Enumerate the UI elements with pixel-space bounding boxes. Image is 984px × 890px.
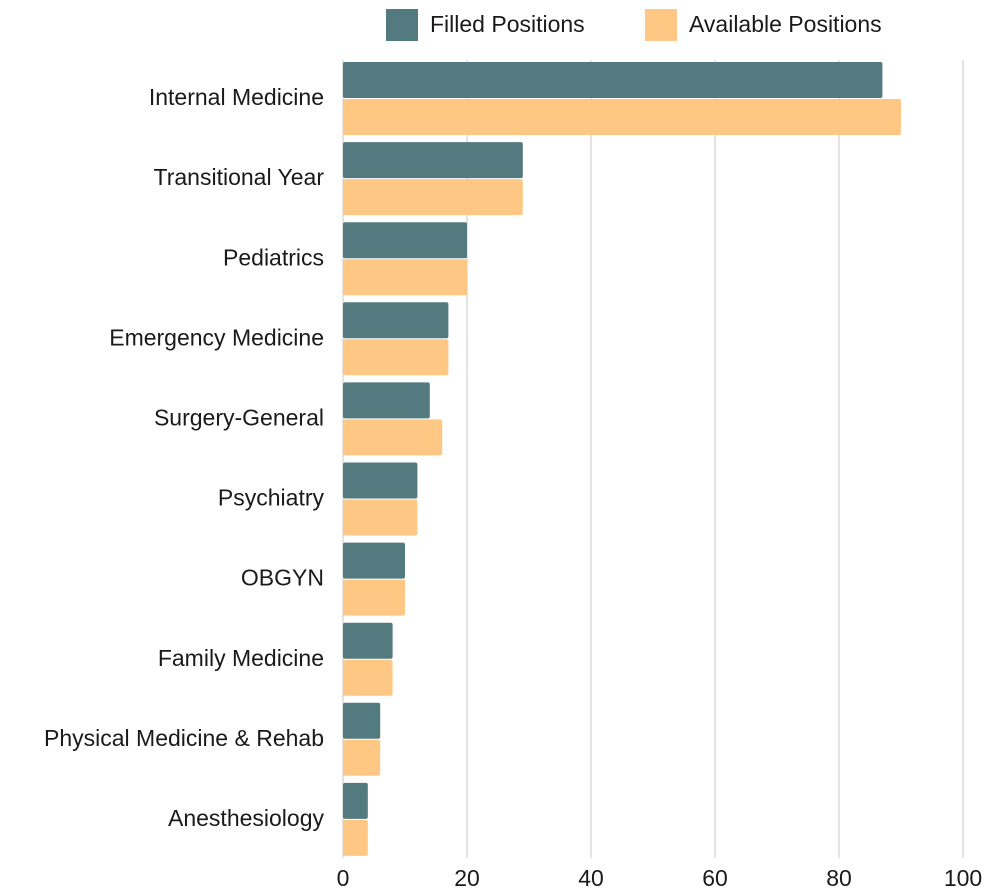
legend-swatch xyxy=(645,9,677,41)
y-tick-label: OBGYN xyxy=(241,565,324,591)
y-tick-label: Internal Medicine xyxy=(149,84,324,110)
bar xyxy=(343,542,405,579)
y-tick-label: Psychiatry xyxy=(218,485,325,511)
bar xyxy=(343,339,449,376)
bar xyxy=(343,302,449,339)
bar xyxy=(343,179,523,216)
bar xyxy=(343,579,405,616)
bar xyxy=(343,782,368,819)
legend-label: Available Positions xyxy=(689,11,882,37)
y-tick-label: Anesthesiology xyxy=(168,805,324,831)
y-tick-label: Pediatrics xyxy=(223,244,324,270)
bar xyxy=(343,419,443,456)
bar xyxy=(343,499,418,536)
bar xyxy=(343,99,901,135)
bar xyxy=(343,142,523,179)
bar xyxy=(343,702,381,739)
x-tick-label: 80 xyxy=(826,865,852,890)
bar xyxy=(343,462,418,499)
bar xyxy=(343,622,393,659)
y-tick-label: Emergency Medicine xyxy=(109,324,324,350)
legend-swatch xyxy=(386,9,418,41)
legend-label: Filled Positions xyxy=(430,11,585,37)
bar xyxy=(343,222,467,259)
y-tick-label: Transitional Year xyxy=(154,164,325,190)
bar xyxy=(343,819,368,856)
x-tick-label: 60 xyxy=(702,865,728,890)
y-tick-label: Physical Medicine & Rehab xyxy=(44,725,324,751)
bar xyxy=(343,62,883,98)
y-tick-label: Surgery-General xyxy=(154,404,324,430)
bar xyxy=(343,382,430,419)
x-tick-label: 20 xyxy=(454,865,480,890)
bar xyxy=(343,259,467,296)
bar xyxy=(343,739,381,776)
bar xyxy=(343,659,393,696)
x-tick-label: 100 xyxy=(944,865,982,890)
x-tick-label: 40 xyxy=(578,865,604,890)
y-tick-label: Family Medicine xyxy=(158,645,324,671)
x-tick-label: 0 xyxy=(337,865,350,890)
